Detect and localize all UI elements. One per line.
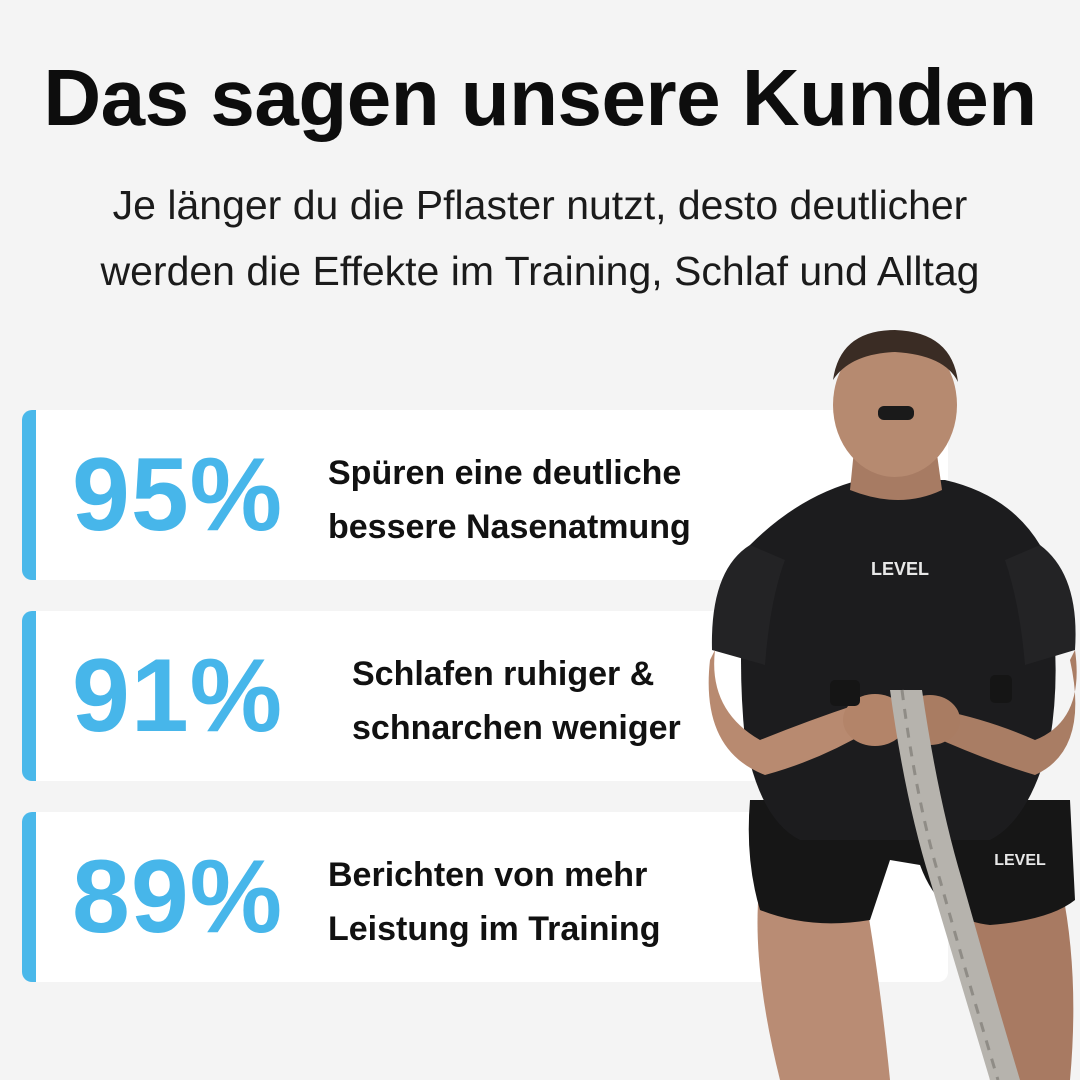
shorts-logo: LEVEL xyxy=(994,852,1046,869)
shirt-logo: LEVEL xyxy=(871,559,929,579)
stat-description-line-1: Spüren eine deutliche xyxy=(328,454,682,492)
stat-accent-bar xyxy=(22,611,36,781)
stat-description: Berichten von mehr Leistung im Training xyxy=(328,848,660,956)
stat-percentage: 89% xyxy=(72,838,284,955)
subtitle-line-1: Je länger du die Pflaster nutzt, desto d… xyxy=(112,182,968,228)
stat-description: Spüren eine deutliche bessere Nasenatmun… xyxy=(328,446,691,554)
stat-accent-bar xyxy=(22,410,36,580)
stat-description-line-1: Berichten von mehr xyxy=(328,856,648,894)
page-title: Das sagen unsere Kunden xyxy=(43,53,1037,142)
stat-accent-bar xyxy=(22,812,36,982)
stat-description-line-2: bessere Nasenatmung xyxy=(328,508,691,546)
stat-description-line-2: Leistung im Training xyxy=(328,910,661,948)
stat-percentage: 91% xyxy=(72,637,284,754)
athlete-photo: LEVEL LEVEL xyxy=(708,330,1077,1080)
stat-description: Schlafen ruhiger & schnarchen weniger xyxy=(352,647,681,755)
stat-card-breathing: 95% Spüren eine deutliche bessere Nasena… xyxy=(22,410,948,580)
page-subtitle: Je länger du die Pflaster nutzt, desto d… xyxy=(0,172,1080,304)
stat-description-line-1: Schlafen ruhiger & xyxy=(352,655,655,693)
subtitle-line-2: werden die Effekte im Training, Schlaf u… xyxy=(100,248,980,294)
stat-description-line-2: schnarchen weniger xyxy=(352,709,681,747)
stat-percentage: 95% xyxy=(72,436,284,553)
